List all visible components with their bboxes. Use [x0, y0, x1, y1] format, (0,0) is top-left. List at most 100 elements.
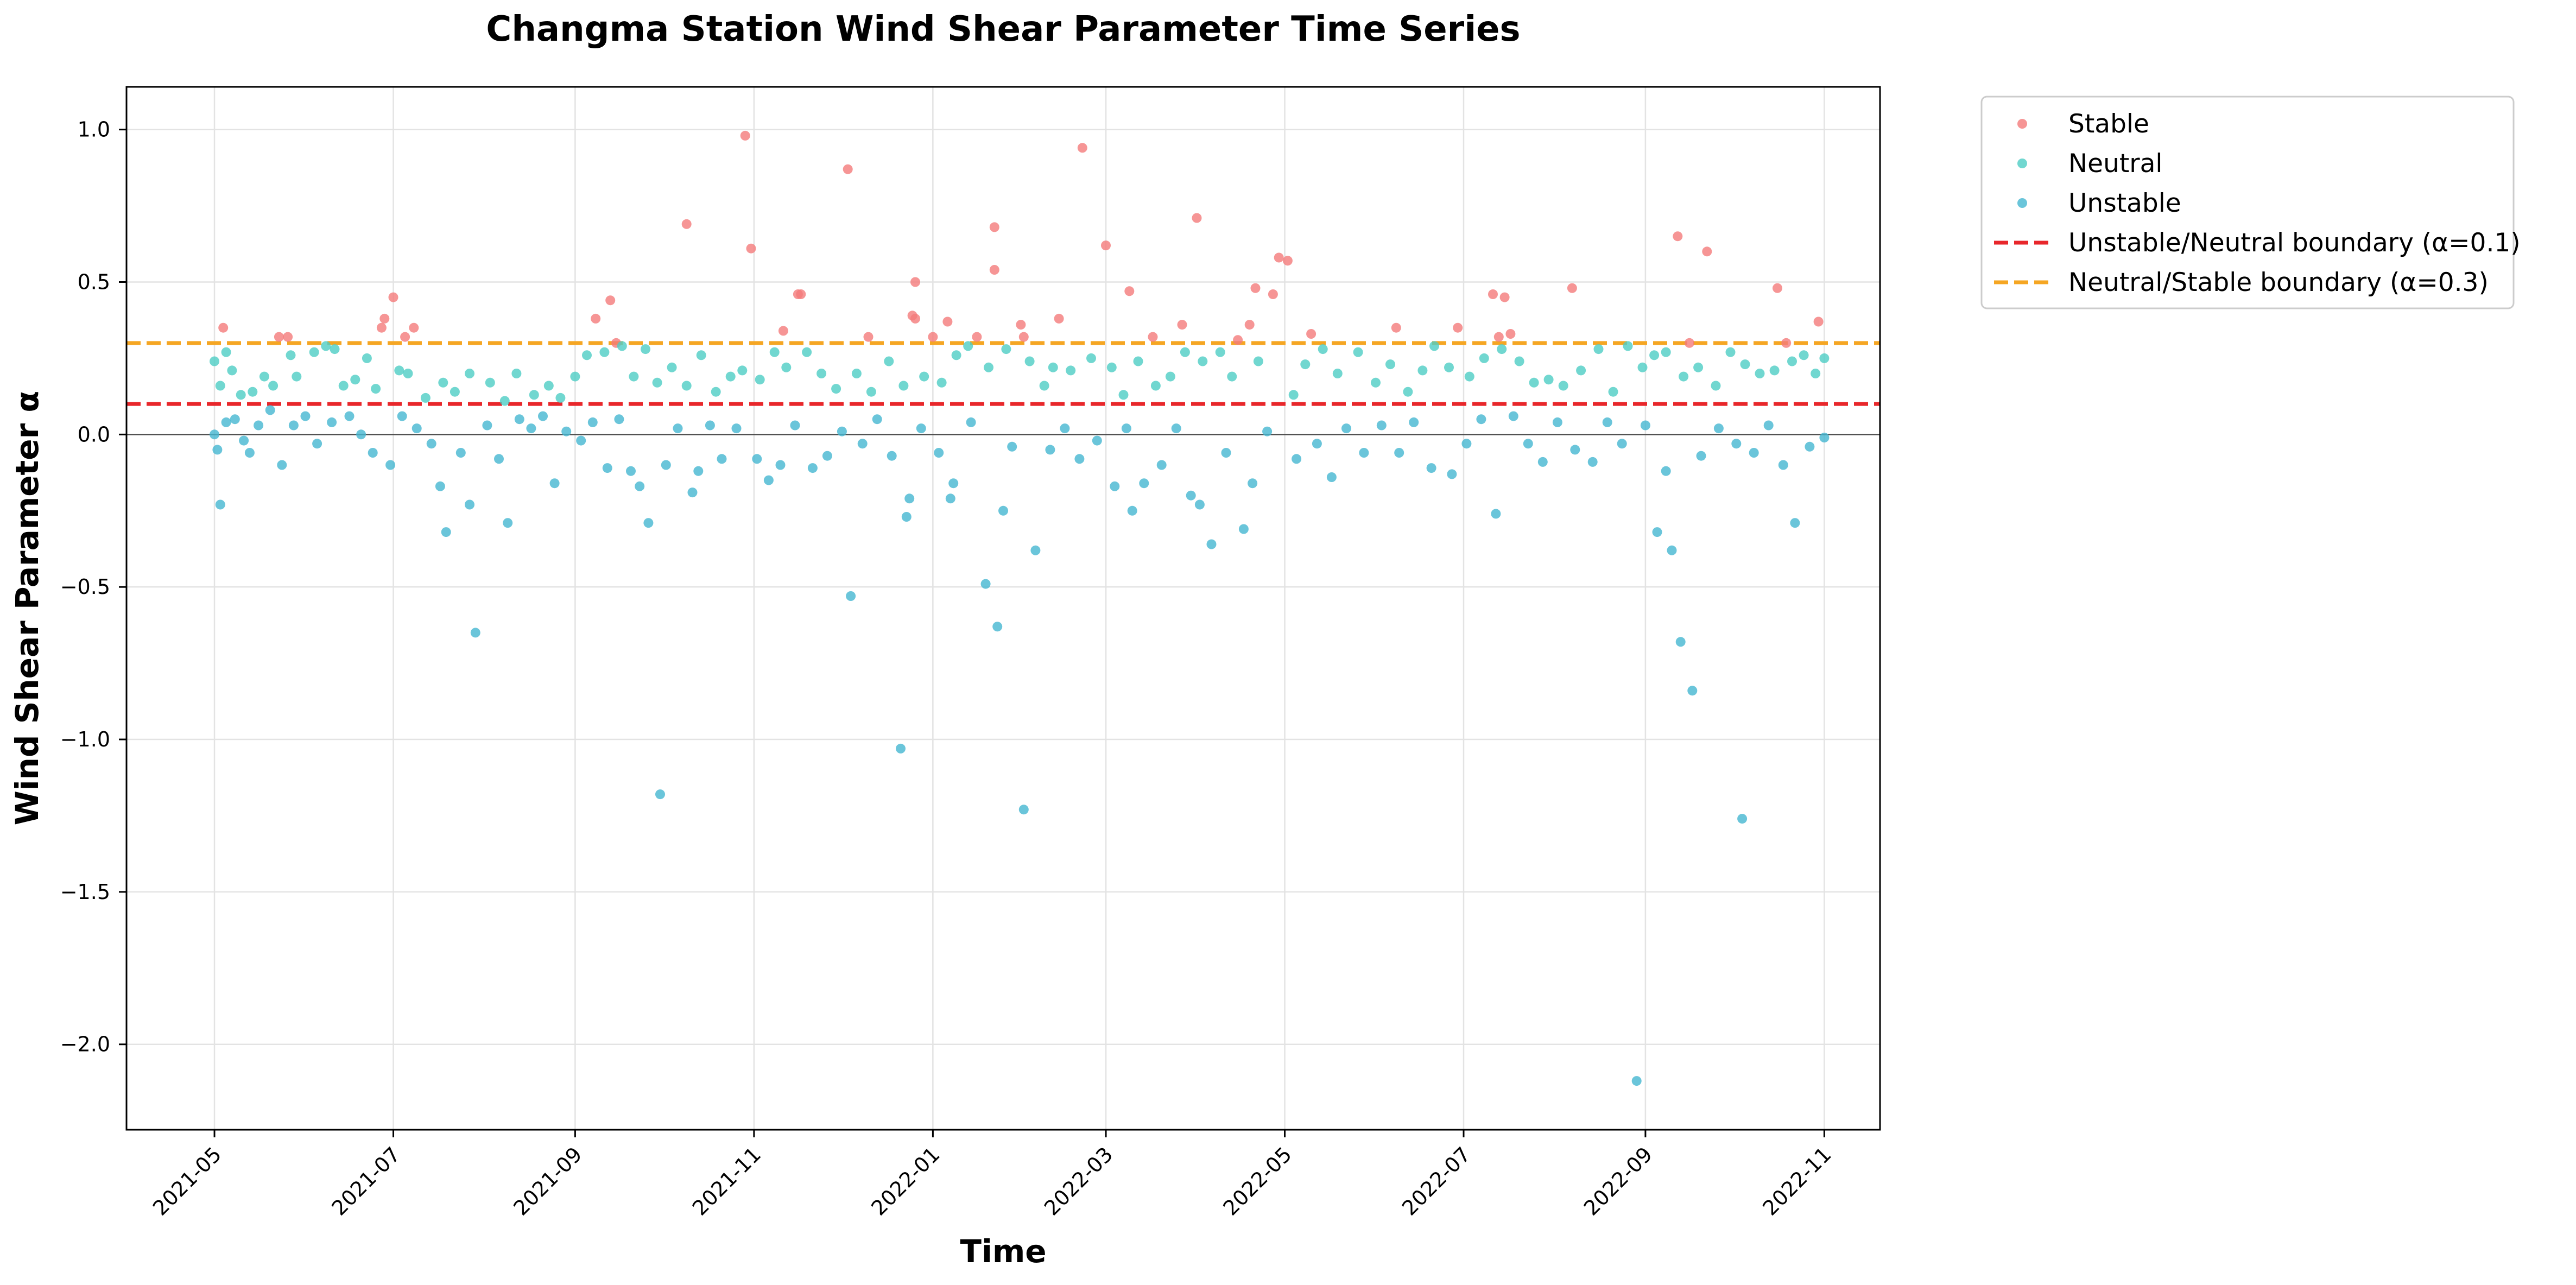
data-point-stable: [989, 265, 999, 275]
data-point-neutral: [1623, 341, 1633, 351]
data-point-neutral: [951, 350, 961, 360]
data-point-unstable: [1018, 805, 1029, 815]
data-point-neutral: [936, 377, 947, 388]
data-point-unstable: [1778, 460, 1788, 470]
data-point-neutral: [511, 369, 522, 378]
y-tick-label: −2.0: [60, 1033, 110, 1056]
data-point-unstable: [896, 743, 906, 754]
data-point-unstable: [254, 420, 264, 431]
data-point-unstable: [1602, 417, 1612, 427]
data-point-unstable: [1491, 509, 1501, 519]
data-point-unstable: [441, 527, 451, 537]
y-tick-label: 0.5: [78, 270, 110, 294]
data-point-neutral: [499, 396, 510, 406]
data-point-unstable: [643, 518, 654, 528]
data-point-unstable: [775, 460, 786, 470]
data-point-stable: [989, 222, 999, 232]
data-point-unstable: [482, 420, 492, 431]
legend-label: Stable: [2068, 109, 2149, 139]
data-point-unstable: [1631, 1076, 1642, 1086]
data-point-stable: [1124, 286, 1135, 296]
data-point-unstable: [1030, 545, 1041, 555]
data-point-stable: [1673, 231, 1683, 242]
data-point-neutral: [309, 347, 319, 357]
data-point-unstable: [1696, 451, 1706, 461]
data-point-neutral: [641, 344, 650, 355]
data-point-unstable: [356, 429, 366, 440]
data-point-unstable: [221, 417, 231, 427]
data-point-unstable: [731, 423, 742, 434]
data-point-neutral: [769, 347, 780, 357]
data-point-unstable: [1171, 423, 1181, 434]
data-point-unstable: [561, 426, 572, 436]
x-axis-title: Time: [960, 1233, 1046, 1270]
data-point-stable: [409, 322, 419, 333]
data-point-unstable: [300, 411, 311, 421]
data-point-neutral: [1679, 371, 1689, 382]
data-point-unstable: [1341, 423, 1351, 434]
data-point-unstable: [705, 420, 715, 431]
data-point-unstable: [1156, 460, 1167, 470]
data-point-stable: [778, 326, 788, 336]
data-point-unstable: [230, 414, 240, 425]
data-point-neutral: [1787, 356, 1797, 366]
data-point-neutral: [831, 384, 841, 394]
data-point-neutral: [963, 341, 973, 351]
data-point-unstable: [992, 622, 1003, 632]
data-point-neutral: [1693, 362, 1704, 372]
data-point-unstable: [1552, 417, 1562, 427]
data-point-stable: [1148, 332, 1158, 342]
data-point-neutral: [1371, 377, 1381, 388]
data-point-neutral: [371, 384, 381, 394]
data-point-unstable: [807, 463, 818, 473]
data-point-neutral: [1288, 390, 1299, 400]
data-point-unstable: [1508, 411, 1518, 421]
data-point-stable: [1505, 329, 1516, 339]
data-point-neutral: [1403, 387, 1413, 397]
data-point-unstable: [998, 505, 1008, 516]
legend-items: Stable Neutral Unstable Unstable/Neutral bo…: [1994, 109, 2521, 297]
y-tick-label: −1.0: [60, 727, 110, 751]
data-point-stable: [972, 332, 982, 342]
data-point-unstable: [435, 481, 445, 491]
data-point-neutral: [1039, 381, 1049, 391]
data-point-unstable: [717, 454, 727, 464]
legend-marker: [2017, 159, 2027, 168]
data-point-unstable: [455, 448, 466, 458]
data-point-neutral: [696, 350, 706, 360]
data-point-unstable: [1790, 518, 1800, 528]
data-point-unstable: [1127, 505, 1137, 516]
legend-frame: [1980, 96, 2515, 309]
data-point-neutral: [1332, 369, 1343, 378]
data-point-neutral: [210, 356, 219, 366]
data-point-unstable: [857, 439, 868, 449]
data-point-unstable: [503, 518, 513, 528]
data-point-stable: [1233, 335, 1243, 345]
y-axis-title: Wind Shear Parameter α: [9, 391, 46, 826]
legend-marker: [2017, 119, 2027, 129]
data-point-unstable: [614, 414, 624, 425]
data-point-unstable: [576, 435, 586, 446]
data-point-neutral: [1637, 362, 1648, 372]
reference-lines: [126, 341, 1880, 435]
data-point-neutral: [543, 381, 554, 391]
data-point-neutral: [1318, 344, 1328, 355]
data-point-neutral: [851, 369, 862, 378]
data-point-stable: [1781, 338, 1792, 348]
data-point-unstable: [549, 478, 560, 489]
data-point-unstable: [312, 439, 322, 449]
data-point-neutral: [215, 381, 225, 391]
data-point-neutral: [1165, 371, 1175, 382]
data-point-neutral: [1429, 341, 1439, 351]
data-point-stable: [863, 332, 874, 342]
data-point-unstable: [635, 481, 645, 491]
data-point-stable: [1077, 143, 1087, 153]
data-point-unstable: [916, 423, 926, 434]
data-point-neutral: [485, 377, 495, 388]
data-point-unstable: [277, 460, 287, 470]
data-point-unstable: [212, 445, 223, 455]
data-point-unstable: [1805, 441, 1815, 452]
data-point-unstable: [1326, 472, 1337, 482]
data-point-stable: [605, 295, 616, 306]
data-point-stable: [1702, 246, 1712, 257]
